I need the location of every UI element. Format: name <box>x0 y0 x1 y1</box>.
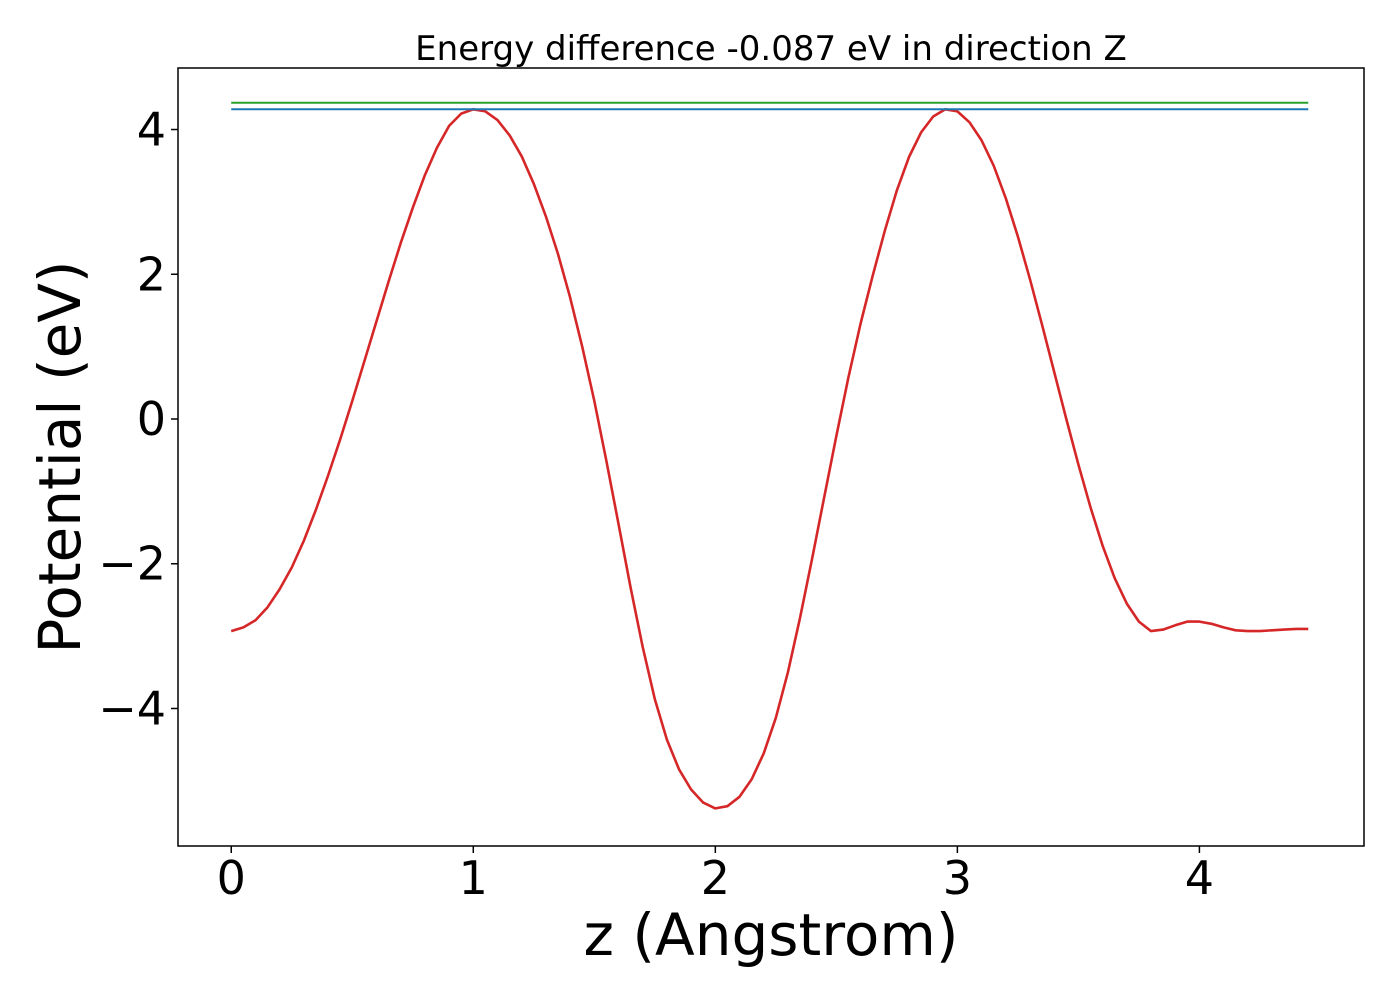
x-tick-label: 0 <box>217 851 246 905</box>
x-tick-label: 4 <box>1185 851 1214 905</box>
y-axis: −4 −2 0 2 4 <box>98 103 178 735</box>
y-tick-label: 0 <box>137 392 166 446</box>
chart-title: Energy difference -0.087 eV in direction… <box>415 29 1127 69</box>
y-tick-label: 2 <box>137 247 166 301</box>
x-axis-label: z (Angstrom) <box>584 901 959 969</box>
series-line-1 <box>230 108 1309 810</box>
plot-area <box>230 101 1309 810</box>
y-tick-label: −2 <box>98 537 166 591</box>
x-tick-label: 3 <box>943 851 972 905</box>
x-axis: 0 1 2 3 4 <box>217 846 1214 905</box>
y-axis-label: Potential (eV) <box>26 260 94 653</box>
plot-frame <box>177 67 1365 847</box>
y-tick-label: 4 <box>137 103 166 157</box>
x-tick-label: 1 <box>459 851 488 905</box>
y-tick-label: −4 <box>98 681 166 735</box>
x-tick-label: 2 <box>701 851 730 905</box>
